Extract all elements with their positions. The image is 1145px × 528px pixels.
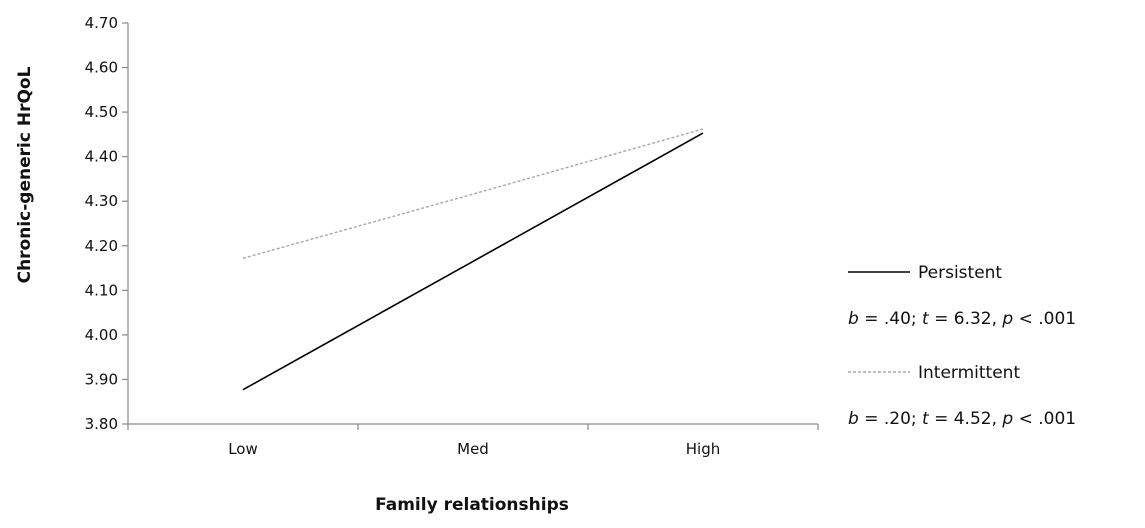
legend: Persistent b = .40; t = 6.32, p < .001 I… [848,263,1076,429]
stat-b-value: = .20; [859,409,922,429]
legend-label-intermittent: Intermittent [918,363,1020,383]
stat-b-symbol: b [848,409,859,429]
axes [127,23,818,425]
y-tick-label: 3.90 [85,370,118,388]
stat-t-symbol: t [922,409,930,429]
y-tick-label: 4.00 [85,326,118,344]
y-tick-label: 4.20 [85,237,118,255]
series-line-persistent [242,132,704,391]
legend-label-persistent: Persistent [918,263,1002,283]
x-axis-title: Family relationships [375,495,569,515]
y-ticks: 3.80 3.90 4.00 4.10 4.20 4.30 4.40 4.50 4.60 4.70 [85,14,128,433]
stat-p-symbol: p [1001,309,1013,329]
series-lines [242,128,704,391]
y-tick-label: 3.80 [85,415,118,433]
series-line-intermittent [242,128,704,259]
x-tick-label: High [686,440,720,458]
stat-t-value: = 6.32, [929,309,1003,329]
stat-t-value: = 4.52, [929,409,1003,429]
y-axis-title: Chronic-generic HrQoL [15,66,35,283]
x-tick-label: Med [457,440,489,458]
stat-p-symbol: p [1001,409,1013,429]
stat-intermittent: b = .20; t = 4.52, p < .001 [848,409,1076,429]
stat-t-symbol: t [922,309,930,329]
y-tick-label: 4.30 [85,192,118,210]
stat-b-symbol: b [848,309,859,329]
x-ticks: Low Med High [127,424,819,458]
y-tick-label: 4.70 [85,14,118,32]
y-tick-label: 4.40 [85,148,118,166]
y-tick-label: 4.60 [85,59,118,77]
stat-persistent: b = .40; t = 6.32, p < .001 [848,309,1076,329]
x-tick-label: Low [228,440,258,458]
y-tick-label: 4.10 [85,281,118,299]
stat-b-value: = .40; [859,309,922,329]
stat-p-value: < .001 [1013,409,1076,429]
stat-p-value: < .001 [1013,309,1076,329]
y-tick-label: 4.50 [85,103,118,121]
